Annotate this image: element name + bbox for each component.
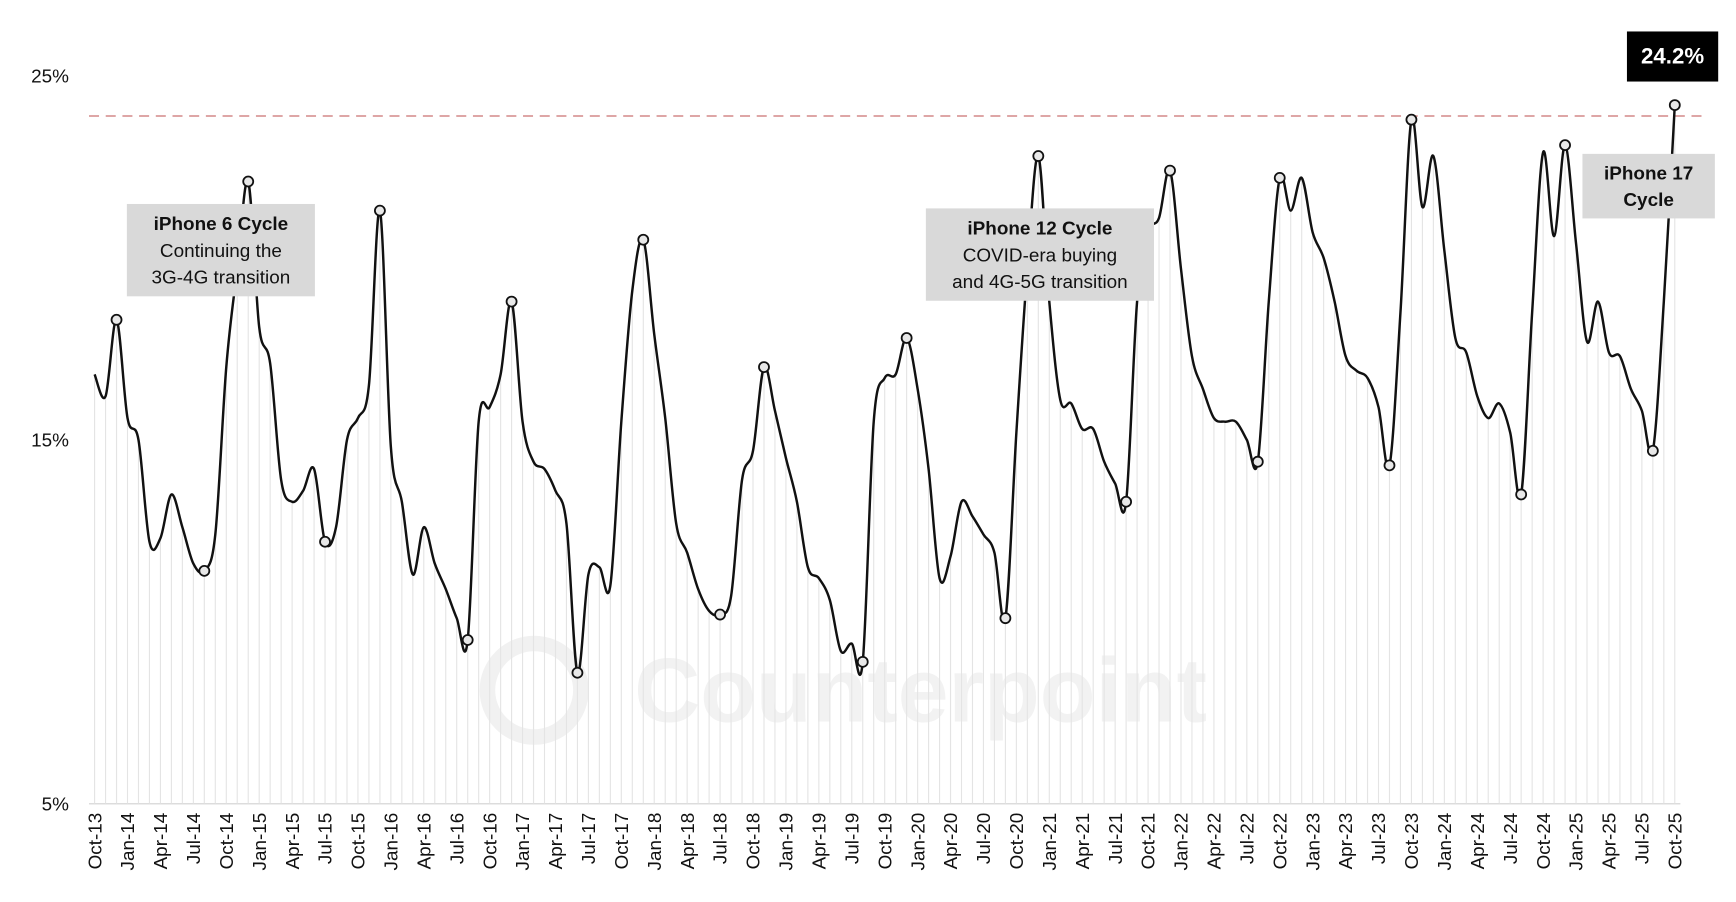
x-tick-label: Apr-23 <box>1336 813 1357 870</box>
marker <box>999 612 1012 625</box>
marker <box>319 535 331 548</box>
x-tick-label: Jul-20 <box>974 813 995 865</box>
marker <box>1559 139 1571 152</box>
marker <box>714 608 726 621</box>
annotation-text: and 4G-5G transition <box>952 272 1128 293</box>
x-tick-label: Jan-20 <box>908 813 929 871</box>
x-tick-label: Jan-18 <box>645 813 666 871</box>
marker <box>110 313 123 326</box>
annotation-title: Cycle <box>1623 190 1673 211</box>
x-tick-label: Oct-19 <box>875 813 896 870</box>
x-tick-label: Oct-20 <box>1007 813 1028 870</box>
x-tick-label: Oct-22 <box>1270 813 1291 870</box>
marker <box>242 175 255 188</box>
x-tick-label: Jul-25 <box>1633 813 1654 865</box>
x-tick-label: Apr-20 <box>941 813 962 870</box>
x-tick-label: Apr-16 <box>414 813 435 870</box>
x-tick-label: Jul-19 <box>842 813 863 865</box>
marker <box>1383 459 1396 472</box>
marker <box>571 666 584 679</box>
x-tick-label: Jan-14 <box>118 813 139 871</box>
x-tick-label: Jan-23 <box>1303 813 1324 871</box>
y-tick-label: 5% <box>42 794 70 815</box>
x-tick-label: Jul-14 <box>184 813 205 865</box>
annotation-text: 3G-4G transition <box>152 268 291 289</box>
x-tick-label: Jul-24 <box>1501 813 1522 865</box>
x-tick-label: Jan-21 <box>1040 813 1061 871</box>
x-tick-label: Apr-22 <box>1205 813 1226 870</box>
x-tick-label: Oct-17 <box>612 813 633 870</box>
watermark: Counterpoint <box>634 639 1207 741</box>
x-tick-label: Oct-23 <box>1402 813 1423 870</box>
x-tick-label: Apr-24 <box>1468 813 1489 870</box>
marker <box>1668 99 1681 111</box>
x-tick-label: Jan-22 <box>1172 813 1193 871</box>
y-tick-label: 25% <box>31 67 69 88</box>
x-tick-label: Jan-25 <box>1567 813 1588 871</box>
annotation-title: iPhone 17 <box>1604 163 1693 184</box>
x-tick-label: Oct-14 <box>217 813 238 870</box>
x-tick-label: Oct-24 <box>1534 813 1555 870</box>
x-tick-label: Jan-16 <box>382 813 403 871</box>
x-tick-label: Apr-14 <box>151 813 172 870</box>
x-tick-label: Oct-18 <box>744 813 765 870</box>
marker <box>198 564 211 577</box>
x-tick-label: Apr-25 <box>1600 813 1621 870</box>
marker <box>461 634 474 646</box>
annotation-box <box>1582 153 1715 219</box>
annotation-title: iPhone 12 Cycle <box>967 219 1112 240</box>
x-tick-label: Apr-18 <box>678 813 699 870</box>
annotation-text: Continuing the <box>160 241 282 262</box>
x-tick-label: Jan-19 <box>777 813 798 871</box>
x-tick-label: Oct-13 <box>85 813 106 870</box>
marker <box>856 655 869 668</box>
y-tick-label: 15% <box>31 431 69 452</box>
x-tick-label: Oct-16 <box>480 813 501 870</box>
x-tick-label: Oct-21 <box>1139 813 1160 870</box>
x-tick-label: Jul-16 <box>447 813 468 865</box>
annotation-title: iPhone 6 Cycle <box>154 214 288 235</box>
marker <box>1251 455 1264 468</box>
marker <box>1120 495 1133 508</box>
x-tick-label: Jul-21 <box>1106 813 1127 865</box>
x-tick-label: Jul-22 <box>1237 813 1258 865</box>
x-tick-label: Jan-17 <box>513 813 534 871</box>
value-label-box <box>1626 31 1719 82</box>
annotation-box <box>925 208 1154 301</box>
marker <box>637 233 650 246</box>
x-tick-label: Jul-23 <box>1369 813 1390 865</box>
x-tick-label: Oct-15 <box>349 813 370 870</box>
x-tick-label: Jul-17 <box>579 813 600 865</box>
annotation-text: COVID-era buying <box>963 245 1117 266</box>
x-tick-label: Oct-25 <box>1665 813 1686 870</box>
x-tick-label: Jul-18 <box>711 813 732 865</box>
marker <box>374 204 386 217</box>
x-tick-label: Jul-15 <box>316 813 337 865</box>
watermark-logo <box>479 635 589 745</box>
marker <box>758 361 770 373</box>
x-tick-label: Apr-19 <box>810 813 831 870</box>
annotation-box <box>126 203 315 297</box>
marker <box>1646 444 1659 457</box>
x-tick-label: Jan-24 <box>1435 813 1456 871</box>
marker <box>505 295 518 308</box>
value-label: 24.2% <box>1641 44 1704 69</box>
marker <box>1032 150 1045 162</box>
x-tick-label: Jan-15 <box>250 813 271 871</box>
marker <box>900 332 913 344</box>
x-tick-label: Apr-17 <box>546 813 567 870</box>
marker <box>1273 171 1286 184</box>
line <box>93 105 1677 676</box>
x-tick-label: Apr-15 <box>283 813 304 870</box>
marker <box>1515 488 1528 501</box>
x-tick-label: Apr-21 <box>1073 813 1094 870</box>
marker <box>1405 113 1418 126</box>
marker <box>1164 164 1176 177</box>
